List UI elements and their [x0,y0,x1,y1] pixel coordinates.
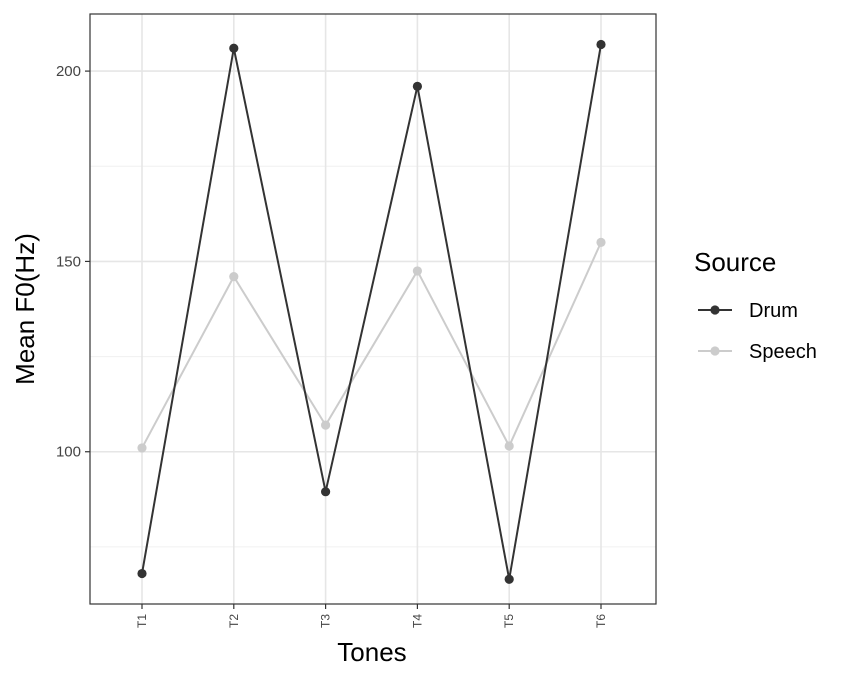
data-point-speech [504,441,514,451]
x-axis-title: Tones [337,637,406,667]
data-point-drum [321,487,331,497]
data-point-drum [412,81,422,91]
legend-key-point-speech [710,346,720,356]
y-tick-label: 200 [56,63,81,80]
legend-label-speech: Speech [749,341,817,363]
data-point-speech [321,420,331,430]
major-gridlines [90,14,656,604]
data-point-drum [137,568,147,579]
x-tick-label: T2 [227,614,241,628]
data-point-drum [596,39,606,50]
minor-gridlines [90,165,656,548]
x-tick-label: T1 [135,614,149,628]
x-tick-label: T5 [502,614,516,628]
x-tick-label: T3 [319,614,333,628]
data-point-speech [229,272,239,282]
y-axis-title: Mean F0(Hz) [10,233,40,385]
plot-panel-border [89,13,657,605]
legend-label-drum: Drum [749,300,798,322]
data-point-speech [137,443,147,453]
series-line-speech [141,241,602,449]
legend-title: Source [694,247,776,277]
data-point-drum [504,574,514,584]
y-tick-label: 100 [56,444,81,461]
series-lines [141,44,602,581]
legend-key-point-drum [710,305,720,315]
data-point-speech [412,266,422,276]
series-line-drum [141,44,602,581]
series-points [137,39,606,584]
x-tick-label: T6 [594,614,608,628]
y-tick-label: 150 [56,253,81,270]
x-tick-label: T4 [410,614,424,628]
legend: Source Drum Speech [694,247,817,363]
x-axis: T1 T2 T3 T4 T5 T6 [135,604,608,628]
data-point-drum [229,43,239,53]
data-point-speech [596,237,606,247]
y-axis: 100 150 200 [56,63,90,461]
